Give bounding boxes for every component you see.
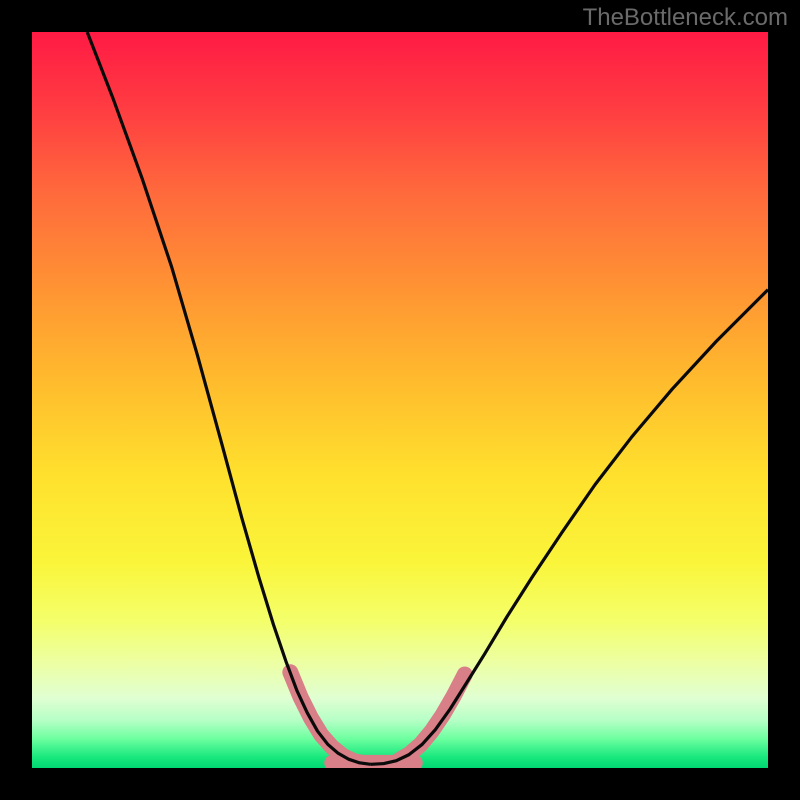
plot-frame [32,32,768,768]
curve-layer [32,32,768,768]
stage: TheBottleneck.com [0,0,800,800]
highlight-left-segment [290,672,366,763]
bottleneck-curve-right [371,290,768,765]
highlight-right-segment [399,675,465,761]
watermark-text: TheBottleneck.com [583,4,788,32]
bottleneck-curve-left [87,32,370,764]
